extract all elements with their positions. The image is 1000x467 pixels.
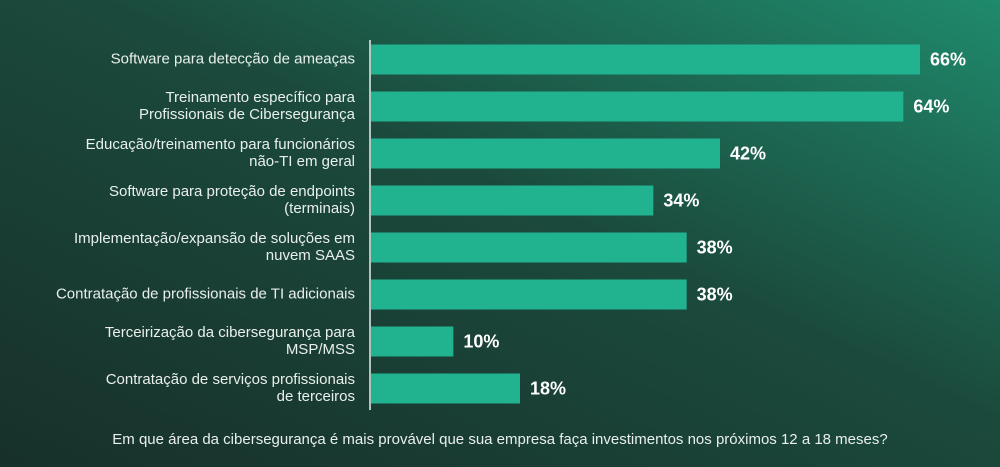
category-label-line: Treinamento específico para — [165, 89, 355, 106]
bar — [371, 91, 904, 122]
category-label-line: de terceiros — [277, 388, 355, 405]
value-label: 38% — [697, 284, 733, 304]
caption: Em que área da cibersegurança é mais pro… — [112, 431, 887, 448]
bar — [371, 326, 454, 357]
category-label-line: (terminais) — [284, 200, 355, 217]
category-label-line: Contratação de serviços profissionais — [106, 371, 355, 388]
category-label: Terceirização da cibersegurança para MSP/… — [105, 324, 356, 358]
category-label: Educação/treinamento para funcionários nã… — [86, 136, 355, 170]
category-label: Software para detecção de ameaças — [111, 50, 355, 67]
value-label: 38% — [697, 237, 733, 257]
bar — [371, 185, 654, 216]
bar — [371, 232, 687, 263]
category-label: Implementação/expansão de soluções em nuv… — [74, 230, 355, 264]
value-label: 42% — [730, 143, 766, 163]
bar — [371, 373, 520, 404]
category-label: Treinamento específico para Profissionais… — [139, 89, 356, 123]
value-label: 34% — [663, 190, 699, 210]
category-label-line: Software para detecção de ameaças — [111, 50, 355, 67]
category-label-line: Educação/treinamento para funcionários — [86, 136, 355, 153]
value-label: 18% — [530, 378, 566, 398]
value-label: 66% — [930, 49, 966, 69]
value-label: 64% — [913, 96, 949, 116]
category-label-line: Profissionais de Cibersegurança — [139, 106, 356, 123]
category-label: Software para proteção de endpoints (term… — [109, 183, 355, 217]
bar — [371, 44, 920, 75]
value-label: 10% — [463, 331, 499, 351]
category-label-line: nuvem SAAS — [266, 247, 355, 264]
category-label-line: Contratação de profissionais de TI adici… — [56, 285, 355, 302]
category-label: Contratação de serviços profissionais de … — [106, 371, 355, 405]
category-label-line: Software para proteção de endpoints — [109, 183, 355, 200]
category-label-line: MSP/MSS — [286, 341, 355, 358]
category-label: Contratação de profissionais de TI adici… — [56, 285, 355, 302]
bar — [371, 138, 720, 169]
category-label-line: não-TI em geral — [249, 153, 355, 170]
bar — [371, 279, 687, 310]
category-label-line: Implementação/expansão de soluções em — [74, 230, 355, 247]
category-label-line: Terceirização da cibersegurança para — [105, 324, 356, 341]
